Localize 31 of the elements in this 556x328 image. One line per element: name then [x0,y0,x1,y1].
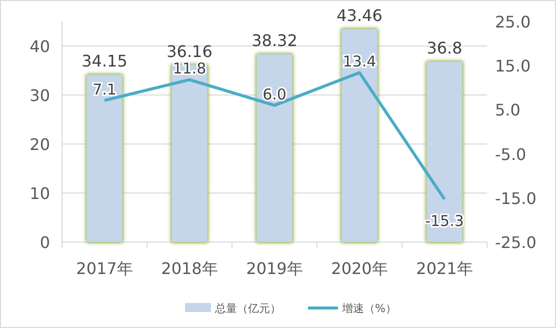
y-tick-label: 30 [30,86,50,105]
y2-tick-label: -15.0 [495,188,536,208]
legend-label: 总量（亿元） [214,302,281,315]
data-label: 7.1 [92,80,116,98]
bar [426,62,462,242]
data-label: 6.0 [262,85,286,104]
y-tick-label: 0 [40,233,50,252]
x-tick-label: 2018年 [161,259,218,278]
x-tick-label: 2020年 [331,259,388,278]
data-label: 36.16 [166,42,212,61]
legend-label: 增速（%） [341,302,396,315]
data-label: 38.32 [252,31,298,50]
y2-tick-label: 15.0 [495,56,531,76]
y2-tick-label: -25.0 [495,233,536,252]
bar [256,54,292,242]
y2-tick-label: 5.0 [495,100,520,120]
y-tick-label: 20 [30,135,50,154]
bar [342,29,378,242]
bar [86,74,122,242]
data-label: 13.4 [342,52,376,71]
y2-tick-label: -5.0 [495,144,526,164]
x-tick-label: 2019年 [246,259,303,278]
data-label: 43.46 [336,6,382,26]
data-label: 11.8 [172,60,206,78]
y2-tick-label: 25.0 [495,12,531,32]
x-tick-label: 2017年 [76,259,133,278]
y-tick-label: 10 [30,184,50,203]
y-tick-label: 40 [30,37,50,56]
data-label: 34.15 [82,52,128,71]
data-label: 36.8 [426,38,462,58]
x-tick-label: 2021年 [416,259,473,278]
